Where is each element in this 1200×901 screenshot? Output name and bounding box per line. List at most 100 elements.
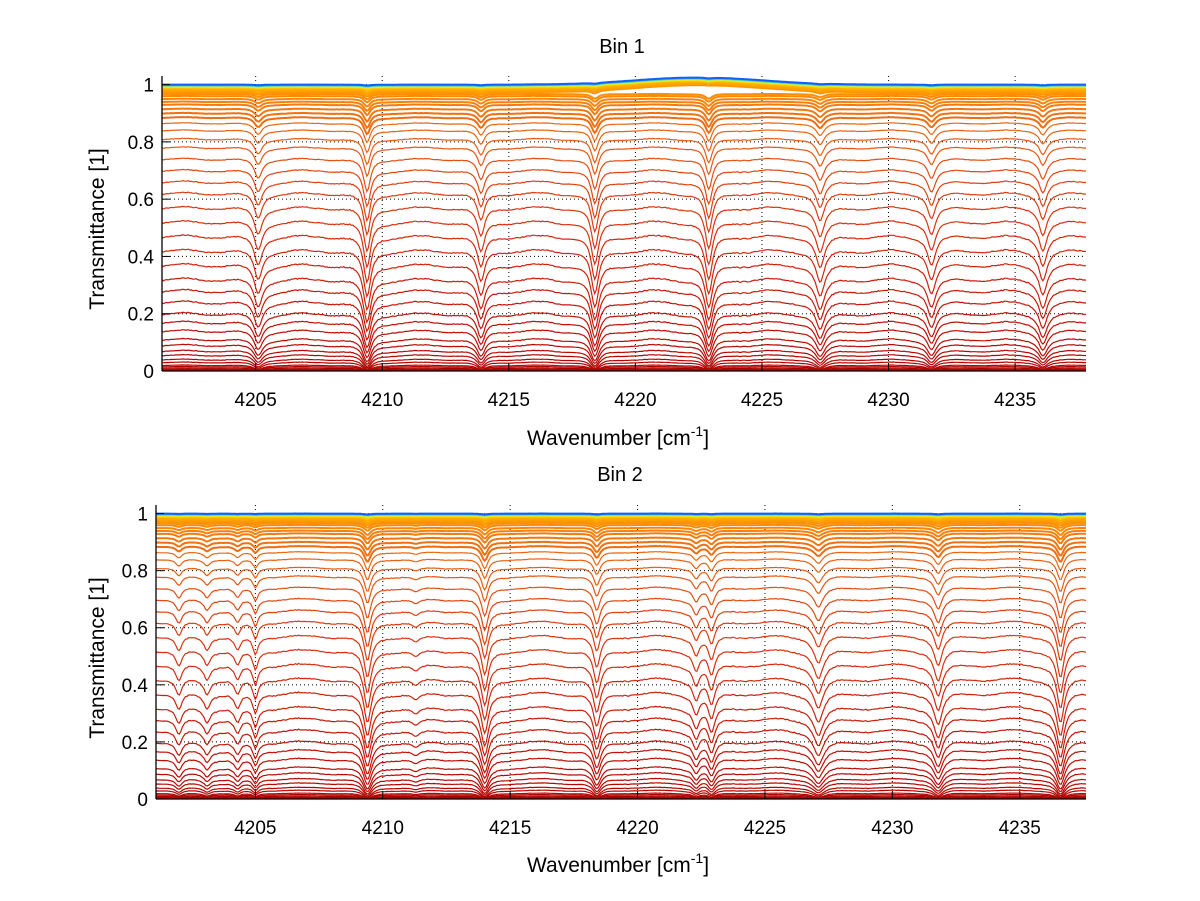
series-line: [156, 634, 1086, 678]
series-line: [162, 92, 1086, 101]
series-line: [156, 566, 1086, 592]
chart-title: Bin 1: [599, 36, 645, 58]
series-line: [156, 648, 1086, 694]
plot-area: 4205 4210 4215 4220 4225 4230 4235 0 0.2 0.4 0.6 0.…: [128, 76, 1086, 411]
chart-bin-2: Bin 2 4205 4210 4215 4220 4225 4230 4235 0 0.2 0.…: [86, 464, 1086, 877]
series-line: [156, 795, 1086, 799]
series-line: [162, 311, 1086, 349]
series-line: [162, 353, 1086, 369]
series-line: [162, 337, 1086, 363]
x-tick-label: 4225: [741, 390, 783, 411]
series-line: [162, 329, 1086, 359]
x-tick-label: 4235: [999, 818, 1041, 839]
y-axis-label: Transmittance [1]: [86, 577, 109, 738]
series-line: [162, 361, 1086, 371]
series-line: [156, 523, 1086, 532]
series-line: [156, 526, 1086, 536]
series-line: [156, 705, 1086, 749]
series-line: [156, 518, 1086, 525]
y-tick-label: 0: [143, 362, 154, 383]
series-line: [156, 765, 1086, 790]
series-line: [162, 103, 1086, 117]
y-tick-label: 0.4: [128, 247, 155, 268]
series-line: [162, 100, 1086, 113]
series-line: [162, 94, 1086, 104]
series-line: [156, 782, 1086, 797]
series-line: [156, 597, 1086, 633]
chart-title: Bin 2: [597, 464, 643, 486]
series-line: [156, 691, 1086, 736]
series-line: [162, 288, 1086, 333]
y-tick-label: 0.2: [122, 733, 148, 754]
series-line: [162, 97, 1086, 108]
series-line: [156, 586, 1086, 619]
series-line: [156, 517, 1086, 522]
series-line: [156, 739, 1086, 775]
series-line: [156, 540, 1086, 557]
y-tick-label: 1: [137, 505, 148, 526]
series-line: [162, 300, 1086, 342]
y-axis-label: Transmittance [1]: [86, 148, 109, 309]
series-line: [162, 129, 1086, 154]
plot-area: 4205 4210 4215 4220 4225 4230 4235 0 0.2 0.4 0.6 0.…: [122, 505, 1086, 839]
series-line: [162, 146, 1086, 178]
series-line: [156, 532, 1086, 545]
series-line: [156, 777, 1086, 795]
series-line: [156, 512, 1086, 516]
x-tick-label: 4210: [361, 390, 403, 411]
series-line: [162, 122, 1086, 144]
x-tick-label: 4205: [234, 818, 276, 839]
y-tick-label: 0: [137, 790, 148, 811]
series-line: [162, 80, 1086, 94]
series-line: [156, 728, 1086, 767]
series-line: [162, 180, 1086, 223]
y-tick-label: 0.8: [128, 133, 154, 154]
y-tick-label: 0.2: [128, 305, 154, 326]
series-line: [156, 662, 1086, 709]
chart-bin-1: Bin 1 4205 4210 4215 4220 4225 4230 4235 0 0.2 0.…: [86, 36, 1086, 450]
series-line: [162, 343, 1086, 365]
series-line: [156, 574, 1086, 604]
series-line: [156, 717, 1086, 758]
series-line: [162, 82, 1086, 96]
series-line: [162, 349, 1086, 368]
x-tick-label: 4215: [488, 390, 530, 411]
series-line: [156, 676, 1086, 723]
y-tick-label: 0.6: [122, 619, 148, 640]
series-line: [156, 771, 1086, 793]
series-line: [156, 608, 1086, 647]
series-line: [156, 796, 1086, 799]
x-axis-label: Wavenumber [cm-1]: [527, 423, 709, 450]
x-tick-label: 4220: [616, 818, 658, 839]
series-line: [162, 358, 1086, 370]
series-line: [162, 205, 1086, 254]
x-tick-label: 4220: [614, 390, 656, 411]
series-line: [162, 248, 1086, 299]
x-tick-label: 4215: [489, 818, 531, 839]
series-line: [156, 558, 1086, 581]
y-tick-label: 0.4: [122, 676, 149, 697]
x-tick-label: 4230: [871, 818, 913, 839]
series-group: [162, 76, 1086, 371]
series-line: [156, 792, 1086, 799]
series-line: [156, 544, 1086, 563]
series-line: [156, 789, 1086, 799]
series-line: [156, 793, 1086, 799]
series-line: [156, 529, 1086, 540]
x-tick-label: 4230: [867, 390, 909, 411]
series-line: [162, 84, 1086, 98]
series-line: [162, 219, 1086, 269]
series-line: [162, 137, 1086, 166]
series-line: [162, 157, 1086, 194]
series-line: [162, 364, 1086, 371]
series-group: [156, 512, 1086, 799]
series-line: [156, 620, 1086, 661]
x-tick-label: 4210: [362, 818, 404, 839]
x-tick-label: 4235: [994, 390, 1036, 411]
series-line: [162, 107, 1086, 123]
series-line: [162, 76, 1086, 87]
x-tick-label: 4205: [235, 390, 277, 411]
series-line: [162, 320, 1086, 354]
x-axis-label: Wavenumber [cm-1]: [527, 850, 709, 877]
